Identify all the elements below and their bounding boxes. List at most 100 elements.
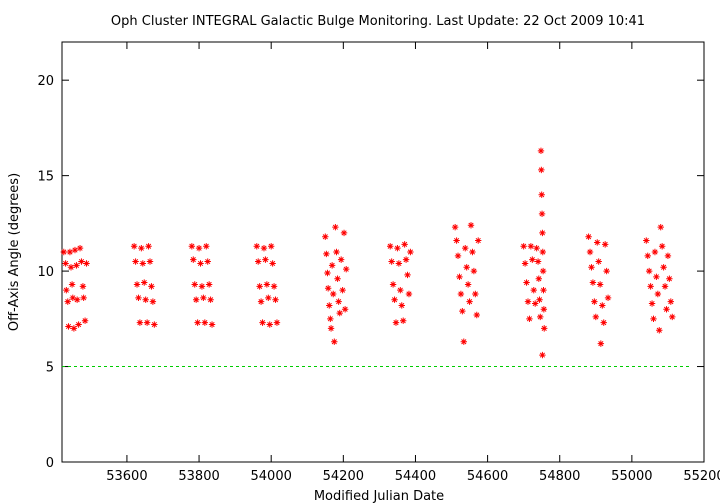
data-point <box>335 298 342 305</box>
data-point <box>469 248 476 256</box>
data-point <box>464 281 472 288</box>
data-point <box>332 223 339 231</box>
data-point <box>456 273 463 281</box>
data-point <box>188 243 196 250</box>
data-point <box>269 260 276 267</box>
data-point <box>395 260 403 267</box>
data-point <box>527 243 535 250</box>
data-point <box>135 294 142 302</box>
data-point <box>64 298 71 305</box>
x-tick-label: 53800 <box>178 469 219 484</box>
data-point <box>540 306 548 313</box>
data-point <box>273 319 281 326</box>
data-point <box>536 296 543 303</box>
data-point <box>653 273 660 281</box>
data-point <box>538 210 546 218</box>
data-point <box>141 279 148 286</box>
data-point <box>143 319 151 326</box>
y-tick-label: 5 <box>46 361 54 376</box>
data-point <box>470 267 478 275</box>
data-point <box>75 321 82 328</box>
x-tick-label: 54600 <box>467 469 508 484</box>
data-point <box>203 243 210 250</box>
data-point <box>333 248 340 256</box>
data-point <box>327 325 335 332</box>
data-point <box>79 283 87 290</box>
data-point <box>62 260 69 267</box>
data-point <box>596 281 604 288</box>
data-point <box>191 281 198 288</box>
data-point <box>397 286 404 294</box>
data-point <box>327 315 334 323</box>
data-point <box>66 248 74 256</box>
data-point <box>255 258 262 265</box>
data-point <box>139 260 146 267</box>
data-point <box>272 296 279 303</box>
data-point <box>392 319 400 326</box>
data-point <box>195 244 203 252</box>
data-point <box>645 267 653 275</box>
data-point <box>145 243 152 250</box>
data-point <box>657 223 664 231</box>
data-point <box>65 323 72 330</box>
data-point <box>340 229 348 237</box>
data-point <box>132 258 139 265</box>
data-point <box>644 252 651 260</box>
data-point <box>394 244 401 252</box>
data-point <box>534 258 542 265</box>
data-point <box>654 290 662 298</box>
data-point <box>73 296 81 303</box>
data-point <box>539 267 547 275</box>
data-point <box>260 244 268 252</box>
data-point <box>197 260 204 267</box>
x-axis-label: Modified Julian Date <box>314 489 444 504</box>
data-point <box>399 317 407 324</box>
data-point <box>78 258 85 265</box>
data-point <box>322 233 329 240</box>
data-point <box>643 237 650 244</box>
data-point <box>256 283 263 290</box>
data-point <box>138 244 145 252</box>
data-point <box>266 321 273 328</box>
data-point <box>537 147 545 155</box>
data-point <box>648 300 656 307</box>
data-point <box>647 283 654 290</box>
data-point <box>130 243 138 250</box>
data-point <box>404 271 411 279</box>
data-point <box>192 296 200 303</box>
data-point <box>524 298 532 305</box>
data-point <box>538 166 545 174</box>
data-point <box>334 275 341 282</box>
data-point <box>81 317 89 324</box>
data-point <box>267 243 275 250</box>
chart-title: Oph Cluster INTEGRAL Galactic Bulge Moni… <box>111 14 645 29</box>
data-point <box>207 296 214 303</box>
data-point <box>208 321 216 328</box>
data-point <box>405 290 413 298</box>
data-point <box>326 302 333 309</box>
x-tick-label: 54800 <box>539 469 580 484</box>
data-point <box>667 298 675 305</box>
data-point <box>323 250 330 258</box>
data-point <box>604 294 612 302</box>
data-point <box>539 229 546 237</box>
data-point <box>651 248 659 256</box>
y-tick-label: 10 <box>37 265 54 280</box>
data-point <box>69 294 77 302</box>
data-point <box>200 294 207 302</box>
data-point <box>594 239 601 246</box>
data-point <box>201 319 209 326</box>
data-point <box>73 262 80 269</box>
data-point <box>337 256 345 263</box>
data-point <box>600 319 607 326</box>
data-point <box>660 264 667 271</box>
data-point <box>592 313 599 321</box>
data-point <box>253 243 260 250</box>
data-point <box>529 256 536 263</box>
data-point <box>473 311 480 319</box>
x-tick-label: 53600 <box>106 469 147 484</box>
data-point <box>263 281 271 288</box>
data-point <box>388 258 395 265</box>
data-point <box>467 222 475 229</box>
